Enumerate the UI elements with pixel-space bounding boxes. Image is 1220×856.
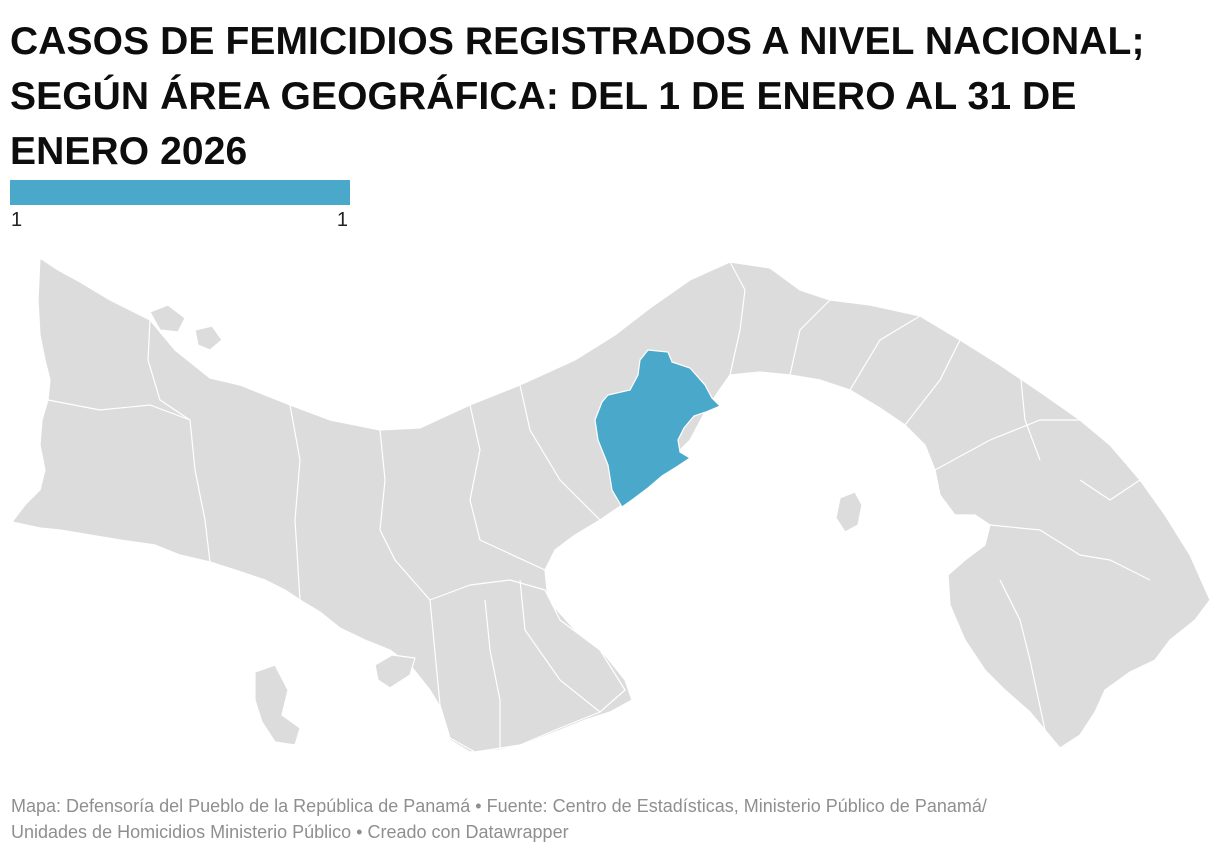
border-line — [1079, 479, 1141, 501]
legend-labels: 1 1 — [10, 205, 350, 231]
legend-min-label: 1 — [11, 209, 23, 231]
border-line — [47, 399, 191, 421]
pearl-island — [835, 491, 863, 533]
footer-line-1: Mapa: Defensoría del Pueblo de la Repúbl… — [11, 796, 987, 816]
map-land — [11, 257, 1211, 753]
chart-footer: Mapa: Defensoría del Pueblo de la Repúbl… — [11, 793, 1211, 845]
southern-island — [254, 664, 301, 746]
border-line — [729, 261, 746, 376]
chart-title: CASOS DE FEMICIDIOS REGISTRADOS A NIVEL … — [10, 20, 1145, 173]
border-line — [484, 599, 501, 750]
gulf-island — [374, 654, 416, 689]
legend-color-bar — [10, 180, 350, 205]
border-line — [469, 404, 546, 571]
legend-max-label: 1 — [336, 209, 348, 231]
border-line — [519, 384, 601, 521]
border-line — [519, 579, 601, 713]
color-legend: 1 1 — [10, 180, 350, 231]
peninsula-lobe — [429, 579, 626, 753]
border-line — [904, 339, 961, 426]
region-borders — [47, 261, 1151, 750]
bocas-island-2 — [194, 325, 223, 351]
footer-line-2: Unidades de Homicidios Ministerio Públic… — [11, 822, 569, 842]
isthmus-landmass — [11, 257, 1211, 753]
border-line — [1019, 369, 1041, 461]
border-line — [989, 524, 1151, 581]
bocas-island — [149, 304, 186, 333]
border-line — [789, 299, 831, 376]
panama-map — [11, 257, 1211, 753]
highlighted-region[interactable] — [594, 349, 722, 508]
border-line — [849, 315, 921, 391]
border-line — [289, 404, 301, 601]
border-line — [934, 419, 1080, 471]
border-line — [999, 579, 1046, 731]
border-line — [379, 429, 431, 601]
